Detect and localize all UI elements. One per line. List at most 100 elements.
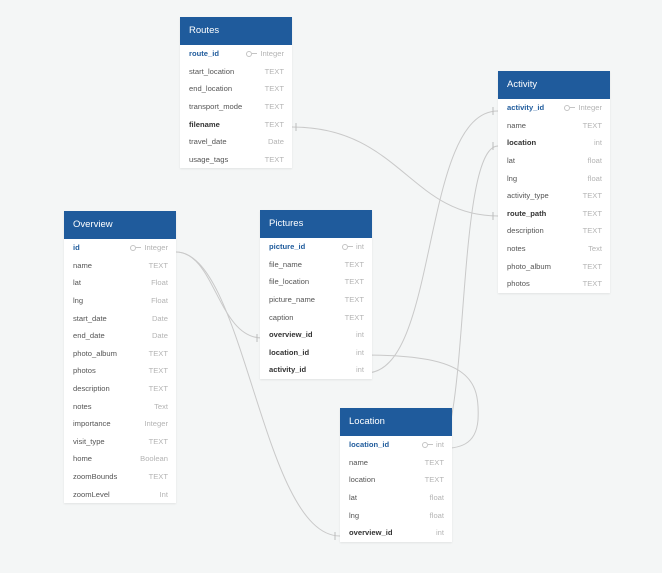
pictures-field-picture-name[interactable]: picture_name TEXT <box>260 291 372 309</box>
field-type: Date <box>268 137 284 146</box>
overview-field-photos[interactable]: photos TEXT <box>64 362 176 380</box>
field-type: TEXT <box>583 209 602 218</box>
field-name: name <box>73 260 92 270</box>
overview-field-zoomlevel[interactable]: zoomLevel Int <box>64 485 176 503</box>
field-type-label: int <box>435 440 444 450</box>
activity-table[interactable]: Activity activity_id Integer name TEXT locat… <box>498 71 610 293</box>
overview-table[interactable]: Overview id Integer name TEXT lat Float lng Flo… <box>64 211 176 503</box>
pictures-field-activity-id[interactable]: activity_id int <box>260 361 372 379</box>
activity-field-route-path[interactable]: route_path TEXT <box>498 205 610 223</box>
routes-table[interactable]: Routes route_id Integer start_location TEXT… <box>180 17 292 169</box>
field-name: overview_id <box>349 528 393 538</box>
field-type-label: TEXT <box>148 436 168 446</box>
pictures-table[interactable]: Pictures picture_id int file_name TEXT file_… <box>260 210 372 379</box>
activity-field-photo-album[interactable]: photo_album TEXT <box>498 257 610 275</box>
field-type: float <box>430 493 444 502</box>
pictures-field-file-name[interactable]: file_name TEXT <box>260 256 372 274</box>
field-name: lat <box>507 156 516 166</box>
activity-field-description[interactable]: description TEXT <box>498 222 610 240</box>
activity-field-lat[interactable]: lat float <box>498 152 610 170</box>
field-type: TEXT <box>345 313 364 322</box>
field-type: Date <box>152 314 168 323</box>
activity-field-activity-type[interactable]: activity_type TEXT <box>498 187 610 205</box>
routes-table-header[interactable]: Routes <box>180 17 292 45</box>
routes-field-filename[interactable]: filename TEXT <box>180 115 292 133</box>
routes-field-end-location[interactable]: end_location TEXT <box>180 80 292 98</box>
overview-field-start-date[interactable]: start_date Date <box>64 309 176 327</box>
pictures-field-location-id[interactable]: location_id int <box>260 344 372 362</box>
field-name: location <box>507 138 537 148</box>
pictures-field-caption[interactable]: caption TEXT <box>260 308 372 326</box>
overview-field-description[interactable]: description TEXT <box>64 380 176 398</box>
location-field-name[interactable]: name TEXT <box>340 454 452 472</box>
location-field-lat[interactable]: lat float <box>340 489 452 507</box>
field-name: lng <box>349 510 360 520</box>
field-type: int <box>356 330 364 339</box>
activity-field-notes[interactable]: notes Text <box>498 240 610 258</box>
field-name: overview_id <box>269 330 313 340</box>
field-type: TEXT <box>265 155 284 164</box>
overview-field-notes[interactable]: notes Text <box>64 397 176 415</box>
activity-field-photos[interactable]: photos TEXT <box>498 275 610 293</box>
overview-field-lat[interactable]: lat Float <box>64 274 176 292</box>
field-type: Integer <box>564 103 602 112</box>
activity-field-lng[interactable]: lng float <box>498 169 610 187</box>
overview-field-name[interactable]: name TEXT <box>64 257 176 275</box>
field-type-label: Date <box>151 331 168 341</box>
field-name: file_name <box>269 259 302 269</box>
pictures-table-header[interactable]: Pictures <box>260 210 372 238</box>
activity-field-location[interactable]: location int <box>498 134 610 152</box>
location-field-overview-id[interactable]: overview_id int <box>340 524 452 542</box>
field-type-label: TEXT <box>264 154 284 164</box>
field-name: lng <box>507 173 518 183</box>
field-name: zoomBounds <box>73 472 118 482</box>
location-field-location-id[interactable]: location_id int <box>340 436 452 454</box>
field-type-label: int <box>355 347 364 357</box>
field-type: TEXT <box>265 102 284 111</box>
overview-table-header[interactable]: Overview <box>64 211 176 239</box>
overview-field-end-date[interactable]: end_date Date <box>64 327 176 345</box>
field-type-label: int <box>355 330 364 340</box>
pictures-field-overview-id[interactable]: overview_id int <box>260 326 372 344</box>
routes-field-usage-tags[interactable]: usage_tags TEXT <box>180 151 292 169</box>
overview-field-id[interactable]: id Integer <box>64 239 176 257</box>
overview-field-importance[interactable]: importance Integer <box>64 415 176 433</box>
location-field-location[interactable]: location TEXT <box>340 471 452 489</box>
field-name: activity_type <box>507 191 549 201</box>
field-type-label: TEXT <box>148 348 168 358</box>
field-type-label: TEXT <box>264 84 284 94</box>
pictures-field-picture-id[interactable]: picture_id int <box>260 238 372 256</box>
routes-field-route-id[interactable]: route_id Integer <box>180 45 292 63</box>
field-type: int <box>356 365 364 374</box>
location-table-header[interactable]: Location <box>340 408 452 436</box>
activity-field-name[interactable]: name TEXT <box>498 117 610 135</box>
activity-table-header[interactable]: Activity <box>498 71 610 99</box>
routes-field-travel-date[interactable]: travel_date Date <box>180 133 292 151</box>
overview-field-lng[interactable]: lng Float <box>64 292 176 310</box>
field-type-label: TEXT <box>582 279 602 289</box>
field-type-label: TEXT <box>148 366 168 376</box>
routes-field-transport-mode[interactable]: transport_mode TEXT <box>180 98 292 116</box>
field-name: start_location <box>189 66 235 76</box>
pictures-field-file-location[interactable]: file_location TEXT <box>260 273 372 291</box>
overview-field-zoombounds[interactable]: zoomBounds TEXT <box>64 468 176 486</box>
field-name: location <box>349 475 376 485</box>
field-type-label: Text <box>588 244 602 254</box>
overview-field-visit-type[interactable]: visit_type TEXT <box>64 433 176 451</box>
field-name: lat <box>73 278 82 288</box>
activity-field-activity-id[interactable]: activity_id Integer <box>498 99 610 117</box>
location-field-lng[interactable]: lng float <box>340 506 452 524</box>
field-type-label: int <box>355 365 364 375</box>
field-name: location_id <box>269 347 310 357</box>
field-type-label: Integer <box>578 103 602 113</box>
field-name: id <box>73 243 80 253</box>
overview-field-home[interactable]: home Boolean <box>64 450 176 468</box>
overview-field-photo-album[interactable]: photo_album TEXT <box>64 345 176 363</box>
field-type: TEXT <box>425 458 444 467</box>
field-type-label: Integer <box>144 419 168 429</box>
field-type-label: TEXT <box>264 119 284 129</box>
location-table[interactable]: Location location_id int name TEXT location T… <box>340 408 452 542</box>
routes-field-start-location[interactable]: start_location TEXT <box>180 63 292 81</box>
field-type-label: Integer <box>144 243 168 253</box>
field-type: TEXT <box>583 279 602 288</box>
